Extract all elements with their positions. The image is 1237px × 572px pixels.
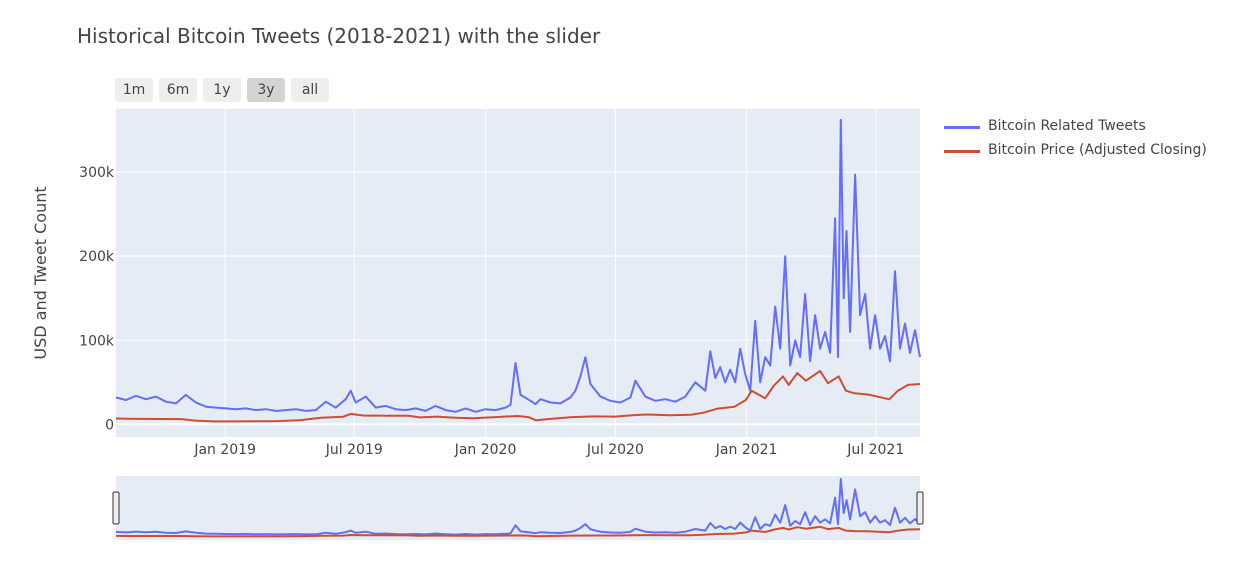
series-lines bbox=[115, 118, 921, 423]
axis-labels: Jan 2019 Jul 2019 Jan 2020 Jul 2020 Jan 2021… bbox=[79, 165, 904, 458]
x-tick-label: Jan 2020 bbox=[454, 442, 517, 458]
legend-label-price: Bitcoin Price (Adjusted Closing) bbox=[988, 142, 1207, 158]
range-button-1y[interactable]: 1y bbox=[203, 78, 241, 102]
grid-lines bbox=[116, 109, 920, 437]
range-button-3y[interactable]: 3y bbox=[247, 78, 285, 102]
y-tick-label: 300k bbox=[79, 165, 115, 181]
legend-swatch-tweets bbox=[944, 126, 980, 129]
range-slider-lines bbox=[115, 478, 921, 538]
slider-handle-right[interactable] bbox=[916, 491, 924, 525]
range-slider-handles[interactable] bbox=[112, 491, 924, 525]
series-line-tweets[interactable] bbox=[115, 118, 921, 413]
x-tick-label: Jan 2019 bbox=[193, 442, 256, 458]
slider-series-line-price bbox=[115, 525, 921, 538]
y-tick-label: 100k bbox=[79, 333, 115, 349]
legend-label-tweets: Bitcoin Related Tweets bbox=[988, 118, 1146, 134]
range-button-1m[interactable]: 1m bbox=[115, 78, 153, 102]
x-tick-label: Jul 2020 bbox=[586, 442, 644, 458]
y-tick-label: 200k bbox=[79, 249, 115, 265]
range-button-6m[interactable]: 6m bbox=[159, 78, 197, 102]
plot-area[interactable] bbox=[116, 109, 920, 437]
y-tick-label: 0 bbox=[105, 417, 114, 433]
x-tick-label: Jul 2019 bbox=[325, 442, 383, 458]
range-slider[interactable] bbox=[116, 476, 920, 540]
slider-series-line-tweets bbox=[115, 478, 921, 536]
legend-swatch-price bbox=[944, 150, 980, 153]
slider-handle-left[interactable] bbox=[112, 491, 120, 525]
y-axis-label: USD and Tweet Count bbox=[31, 186, 50, 359]
series-line-price[interactable] bbox=[115, 370, 921, 423]
x-tick-label: Jul 2021 bbox=[846, 442, 904, 458]
chart-title: Historical Bitcoin Tweets (2018-2021) wi… bbox=[77, 24, 601, 48]
x-tick-label: Jan 2021 bbox=[715, 442, 778, 458]
range-button-all[interactable]: all bbox=[291, 78, 329, 102]
